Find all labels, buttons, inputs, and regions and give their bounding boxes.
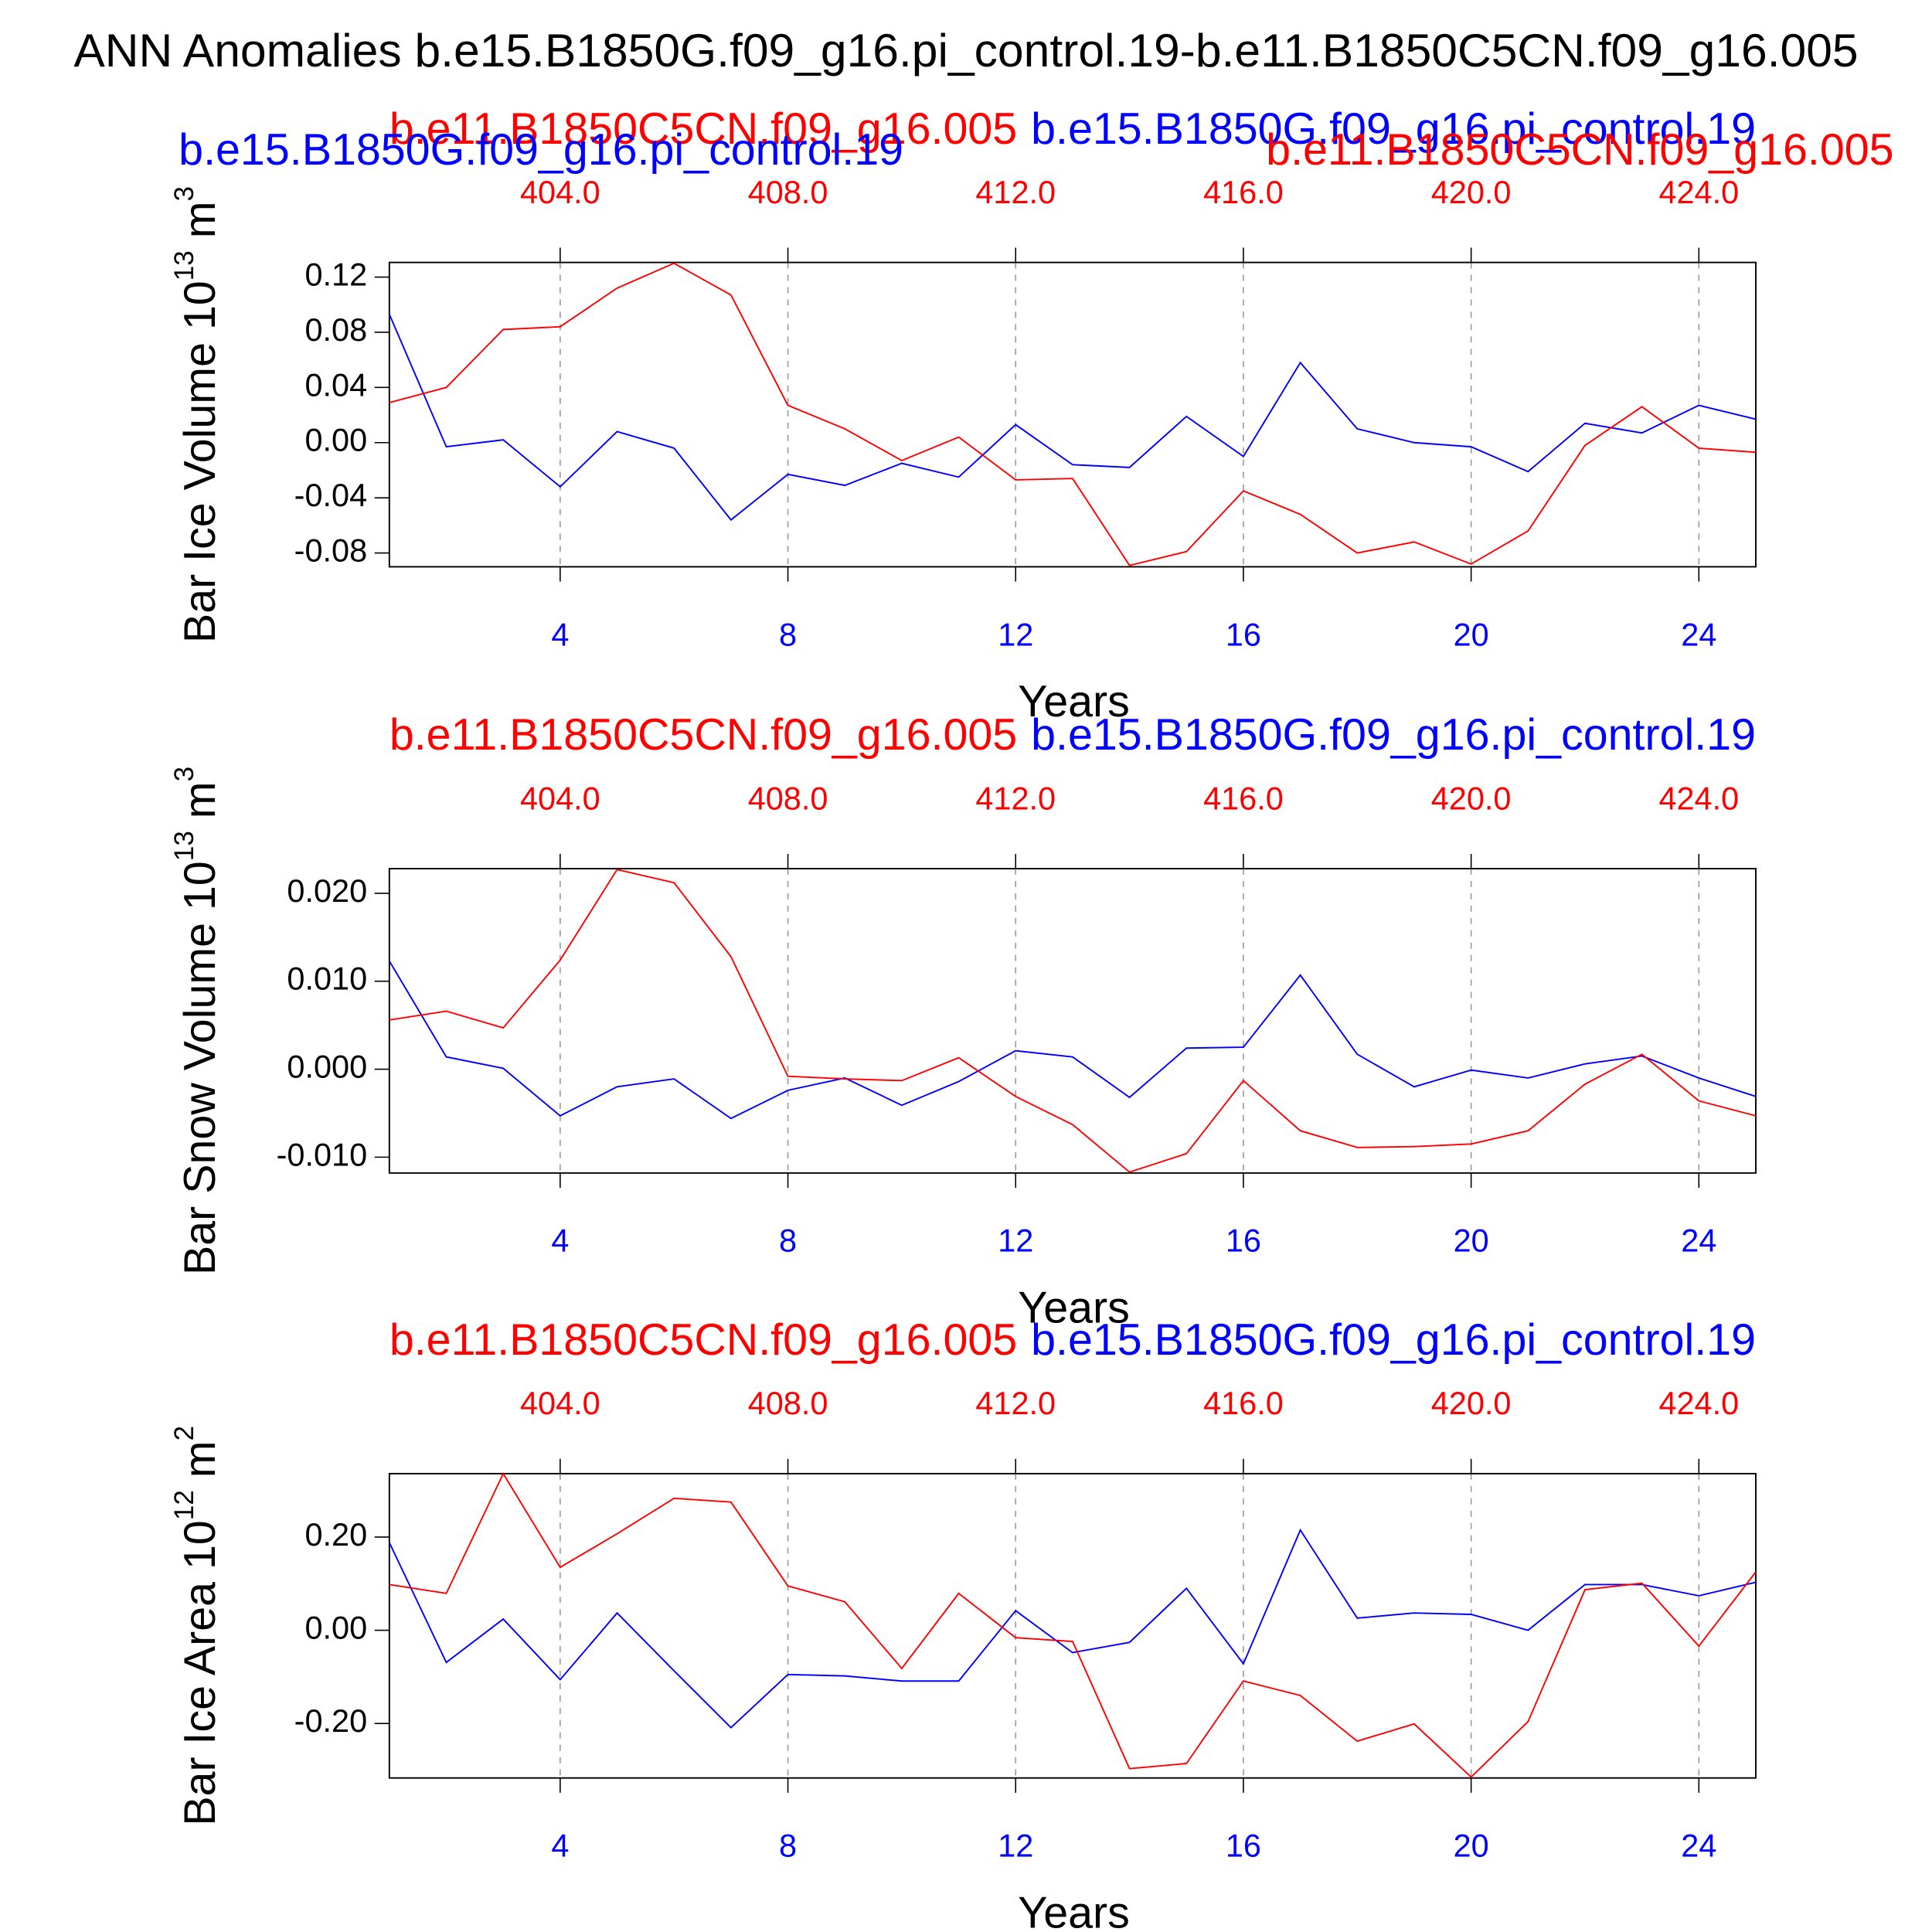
- y-tick-label: 0.20: [304, 1516, 367, 1553]
- y-tick-label: -0.010: [277, 1136, 368, 1172]
- x-tick-label: 16: [1226, 1828, 1261, 1864]
- x-tick-label: 12: [998, 616, 1033, 652]
- series-label: b.e11.B1850C5CN.f09_g16.005: [1266, 125, 1893, 175]
- x-tick-label: 12: [998, 1223, 1033, 1259]
- y-axis-label-exp: 12: [169, 1490, 199, 1520]
- x-tick-label: 8: [779, 1828, 797, 1864]
- y-tick-label: 0.04: [304, 366, 367, 403]
- y-tick-label: 0.08: [304, 311, 367, 348]
- series-label: b.e15.B1850G.f09_g16.pi_control.19: [1031, 710, 1756, 760]
- x2-tick-label: 420.0: [1431, 174, 1512, 210]
- y-tick-label: 0.12: [304, 256, 367, 292]
- x2-tick-label: 412.0: [975, 174, 1056, 210]
- x2-tick-label: 416.0: [1203, 174, 1284, 210]
- series-line: [389, 869, 1757, 1173]
- y-axis-label: Bar Snow Volume 1013 m3: [169, 767, 225, 1275]
- series-label: b.e15.B1850G.f09_g16.pi_control.19: [1031, 1315, 1756, 1365]
- x2-tick-label: 416.0: [1203, 1385, 1284, 1421]
- x-axis-label: Years: [1018, 1888, 1130, 1932]
- series-line: [389, 961, 1757, 1120]
- y-tick-label: -0.04: [294, 477, 367, 513]
- y-axis-label: Bar Ice Area 1012 m2: [169, 1426, 225, 1826]
- series-label: b.e15.B1850G.f09_g16.pi_control.19: [179, 125, 903, 175]
- x-tick-label: 16: [1226, 1223, 1261, 1259]
- x2-tick-label: 420.0: [1431, 780, 1512, 816]
- y-tick-label: 0.010: [287, 961, 367, 997]
- plot-frame: [388, 261, 1757, 568]
- y-axis-label-text: Bar Snow Volume 10: [175, 861, 225, 1275]
- y-tick-label: 0.00: [304, 422, 367, 458]
- x-tick-label: 12: [998, 1828, 1033, 1864]
- y-tick-label: 0.00: [304, 1609, 367, 1645]
- y-axis-label-unit-exp: 3: [169, 186, 199, 202]
- y-axis-label-text: Bar Ice Volume 10: [175, 281, 225, 643]
- x-tick-label: 24: [1681, 1828, 1716, 1864]
- x-tick-label: 4: [551, 616, 569, 652]
- x-axis-label: Years: [1018, 1284, 1130, 1333]
- y-axis-label: Bar Ice Volume 1013 m3: [169, 186, 225, 643]
- x-tick-label: 16: [1226, 616, 1261, 652]
- x2-tick-label: 412.0: [975, 1385, 1056, 1421]
- y-axis-label-unit-exp: 2: [169, 1426, 199, 1441]
- x2-tick-label: 420.0: [1431, 1385, 1512, 1421]
- x-tick-label: 20: [1454, 1828, 1489, 1864]
- x2-tick-label: 408.0: [748, 174, 828, 210]
- x-tick-label: 8: [779, 616, 797, 652]
- x2-tick-label: 424.0: [1658, 780, 1739, 816]
- plot-frame: [388, 1472, 1757, 1779]
- series-line: [388, 314, 1757, 522]
- series-line: [389, 262, 1757, 566]
- x2-tick-label: 408.0: [748, 780, 828, 816]
- x2-tick-label: 412.0: [975, 780, 1056, 816]
- x-tick-label: 4: [551, 1223, 569, 1259]
- x2-tick-label: 404.0: [520, 1385, 600, 1421]
- plot-frame: [388, 868, 1757, 1174]
- y-axis-label-unit: m: [175, 1440, 225, 1490]
- series-label: b.e11.B1850C5CN.f09_g16.005: [389, 1315, 1017, 1365]
- x2-tick-label: 404.0: [520, 780, 600, 816]
- x-tick-label: 8: [779, 1223, 797, 1259]
- y-axis-label-unit-exp: 3: [169, 767, 199, 782]
- x-tick-label: 20: [1454, 1223, 1489, 1259]
- y-tick-label: 0.020: [287, 872, 367, 909]
- x-tick-label: 24: [1681, 616, 1716, 652]
- y-tick-label: 0.000: [287, 1049, 367, 1085]
- series-line: [388, 1528, 1757, 1729]
- series-label: b.e15.B1850G.f09_g16.pi_control.19: [1031, 104, 1756, 154]
- series-label: b.e11.B1850C5CN.f09_g16.005: [389, 104, 1017, 154]
- x-tick-label: 4: [551, 1828, 569, 1864]
- x-tick-label: 20: [1454, 616, 1489, 652]
- y-axis-label-exp: 13: [169, 831, 199, 861]
- x2-tick-label: 424.0: [1658, 174, 1739, 210]
- y-tick-label: -0.08: [294, 532, 367, 569]
- x2-tick-label: 424.0: [1658, 1385, 1739, 1421]
- series-label: b.e11.B1850C5CN.f09_g16.005: [389, 710, 1017, 760]
- x-axis-label: Years: [1018, 677, 1130, 726]
- y-axis-label-unit: m: [175, 781, 225, 831]
- y-axis-label-exp: 13: [169, 250, 199, 281]
- y-tick-label: -0.20: [294, 1702, 367, 1739]
- series-line: [389, 1471, 1757, 1778]
- y-axis-label-text: Bar Ice Area 10: [175, 1520, 225, 1826]
- y-axis-label-unit: m: [175, 201, 225, 250]
- x2-tick-label: 404.0: [520, 174, 600, 210]
- x-tick-label: 24: [1681, 1223, 1716, 1259]
- chart-title: ANN Anomalies b.e15.B1850G.f09_g16.pi_co…: [73, 24, 1858, 77]
- x2-tick-label: 408.0: [748, 1385, 828, 1421]
- x2-tick-label: 416.0: [1203, 780, 1284, 816]
